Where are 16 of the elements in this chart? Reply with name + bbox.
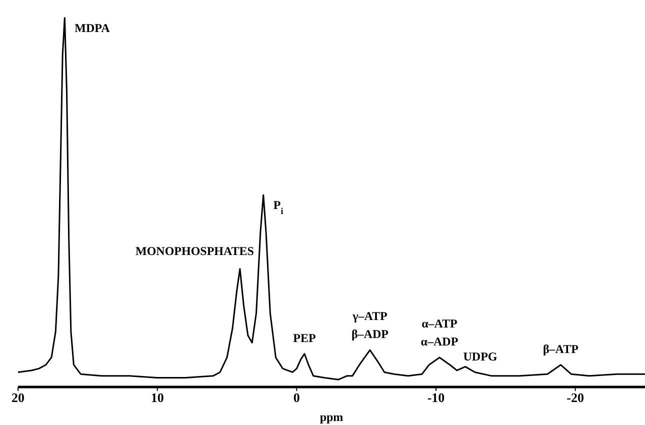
annotation: β–ADP <box>351 327 388 342</box>
annotation: β–ATP <box>542 342 578 356</box>
annotation: P$_{i}$ <box>273 198 284 216</box>
annotation: PEP <box>293 330 316 345</box>
x-tick-label: 20 <box>12 390 24 406</box>
annotation: MDPA <box>74 20 110 35</box>
x-tick-label: 10 <box>150 390 164 406</box>
annotation: α–ATP <box>422 316 458 330</box>
x-tick-label: 0 <box>293 390 300 406</box>
annotation: γ–ATP <box>352 309 388 324</box>
x-tick-label: -20 <box>566 390 584 406</box>
x-tick-label: -10 <box>427 390 445 406</box>
annotation: α–ADP <box>420 334 458 348</box>
annotation: UDPG <box>463 350 498 364</box>
annotation: MONOPHOSPHATES <box>136 244 254 258</box>
x-axis-title: ppm <box>320 410 344 424</box>
